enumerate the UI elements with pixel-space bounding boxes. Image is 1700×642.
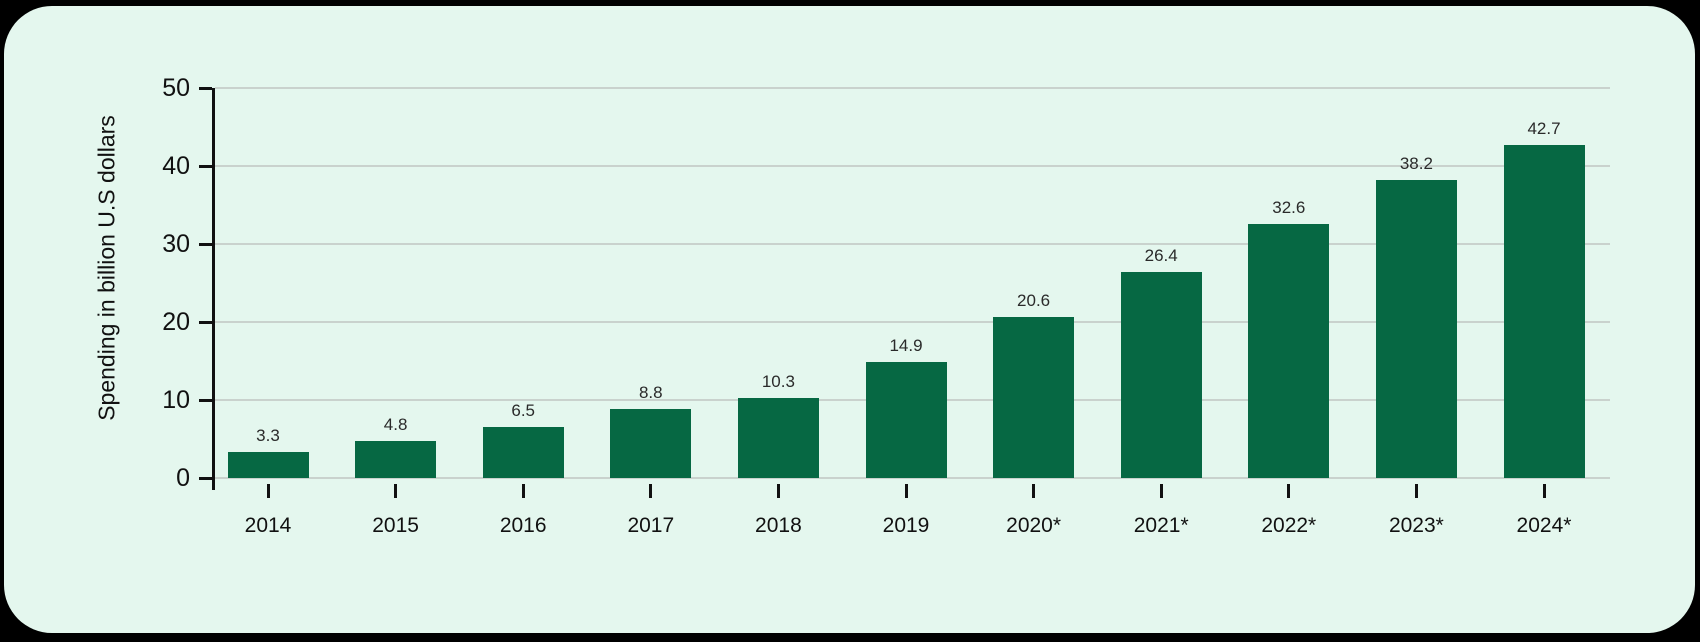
y-tick-label-10: 10	[162, 386, 190, 414]
y-gridline-50	[215, 87, 1610, 89]
bar-value-label-2015: 4.8	[383, 414, 408, 434]
bar-2021*	[1120, 272, 1202, 478]
y-gridline-30	[215, 243, 1610, 245]
y-gridline-0	[215, 477, 1610, 479]
y-tick-40	[199, 164, 212, 168]
bar-value-label-2016: 6.5	[511, 401, 535, 421]
bar-value-label-2023*: 38.2	[1399, 154, 1433, 174]
x-tick-2016	[521, 484, 525, 498]
x-tick-2018	[776, 484, 780, 498]
bar-2020*	[993, 317, 1075, 478]
x-axis-label-2022*: 2022*	[1261, 514, 1317, 537]
y-tick-0	[199, 476, 212, 480]
chart-card: Spending in billion U.S dollars 0 10 20 30 4…	[4, 6, 1695, 633]
y-tick-10	[199, 398, 212, 402]
y-gridline-40	[215, 165, 1610, 167]
x-axis-label-2023*: 2023*	[1388, 514, 1444, 537]
bar-2024*	[1503, 144, 1585, 478]
x-tick-2014	[266, 484, 270, 498]
y-tick-20	[199, 320, 212, 324]
y-tick-label-50: 50	[162, 74, 190, 102]
bar-value-label-2021*: 26.4	[1144, 246, 1178, 266]
x-tick-2020*	[1032, 484, 1036, 498]
y-tick-label-40: 40	[162, 152, 190, 180]
bar-value-label-2014: 3.3	[256, 426, 280, 446]
y-tick-label-30: 30	[162, 230, 190, 258]
bar-2017	[610, 409, 692, 478]
x-tick-2023*	[1414, 484, 1418, 498]
x-tick-2024*	[1542, 484, 1546, 498]
x-axis-label-2016: 2016	[499, 514, 547, 537]
x-tick-2021*	[1159, 484, 1163, 498]
bar-2015	[355, 440, 437, 478]
x-tick-2022*	[1287, 484, 1291, 498]
bar-value-label-2024*: 42.7	[1527, 118, 1561, 138]
x-axis-label-2020*: 2020*	[1006, 514, 1062, 537]
y-tick-30	[199, 242, 212, 246]
bar-value-label-2018: 10.3	[761, 371, 795, 391]
bar-value-label-2017: 8.8	[638, 383, 663, 403]
bar-2016	[482, 427, 564, 478]
x-axis-label-2018: 2018	[755, 514, 802, 537]
bar-value-label-2020*: 20.6	[1017, 291, 1051, 311]
bar-value-label-2019: 14.9	[889, 335, 923, 355]
plot-area: 0 10 20 30 40 50 3.3 2014 4.8 2015 6.5 2016 8.8 2017 1…	[162, 74, 1610, 537]
x-axis-label-2015: 2015	[372, 514, 419, 537]
bar-2022*	[1248, 223, 1330, 478]
y-gridline-20	[215, 321, 1610, 323]
bar-value-label-2022*: 32.6	[1272, 197, 1306, 217]
x-axis-label-2019: 2019	[882, 514, 930, 537]
y-tick-50	[199, 86, 212, 90]
x-tick-2019	[904, 484, 908, 498]
x-axis-label-2014: 2014	[244, 514, 292, 537]
y-tick-label-0: 0	[176, 464, 190, 492]
x-axis-label-2017: 2017	[627, 514, 675, 537]
x-tick-2015	[394, 484, 398, 498]
bar-2019	[865, 361, 947, 478]
bar-2018	[737, 397, 819, 478]
bar-2014	[227, 452, 309, 478]
x-tick-2017	[649, 484, 653, 498]
y-axis-line	[212, 88, 215, 490]
x-axis-label-2024*: 2024*	[1516, 514, 1572, 537]
bar-2023*	[1375, 180, 1457, 478]
x-axis-label-2021*: 2021*	[1133, 514, 1189, 537]
y-tick-label-20: 20	[162, 308, 190, 336]
y-axis-title: Spending in billion U.S dollars	[93, 115, 120, 421]
